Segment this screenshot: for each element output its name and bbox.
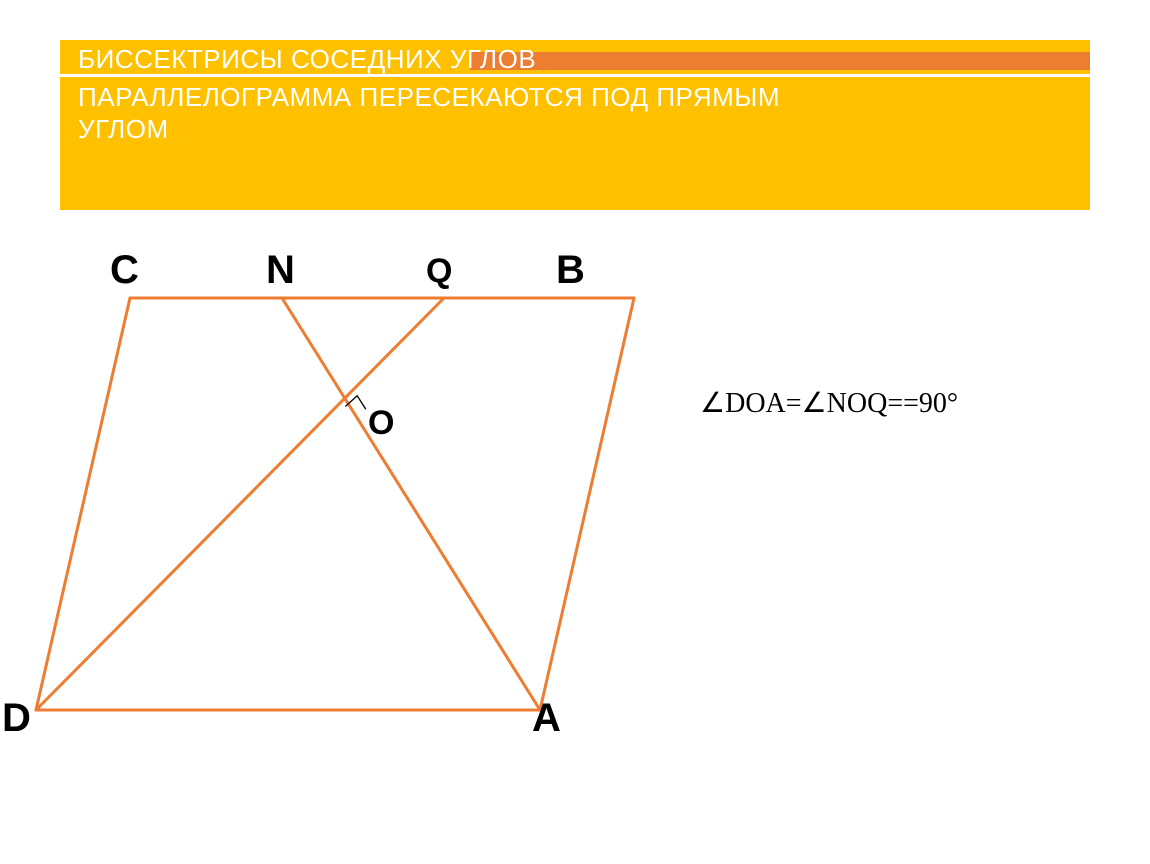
label-O: O <box>368 404 394 443</box>
accent-bar-1 <box>470 52 1090 70</box>
label-D: D <box>2 696 31 741</box>
parallelogram-diagram <box>0 240 700 760</box>
label-Q: Q <box>426 252 452 291</box>
title-line-3: УГЛОМ <box>78 114 169 145</box>
label-N: N <box>266 248 295 293</box>
angle-equation: ∠DOA=∠NOQ==90° <box>700 386 958 420</box>
label-A: A <box>532 696 561 741</box>
label-C: C <box>110 248 139 293</box>
label-B: B <box>556 248 585 293</box>
title-line-2: ПАРАЛЛЕЛОГРАММА ПЕРЕСЕКАЮТСЯ ПОД ПРЯМЫМ <box>78 82 780 113</box>
title-line-1: БИССЕКТРИСЫ СОСЕДНИХ УГЛОВ <box>78 44 536 75</box>
